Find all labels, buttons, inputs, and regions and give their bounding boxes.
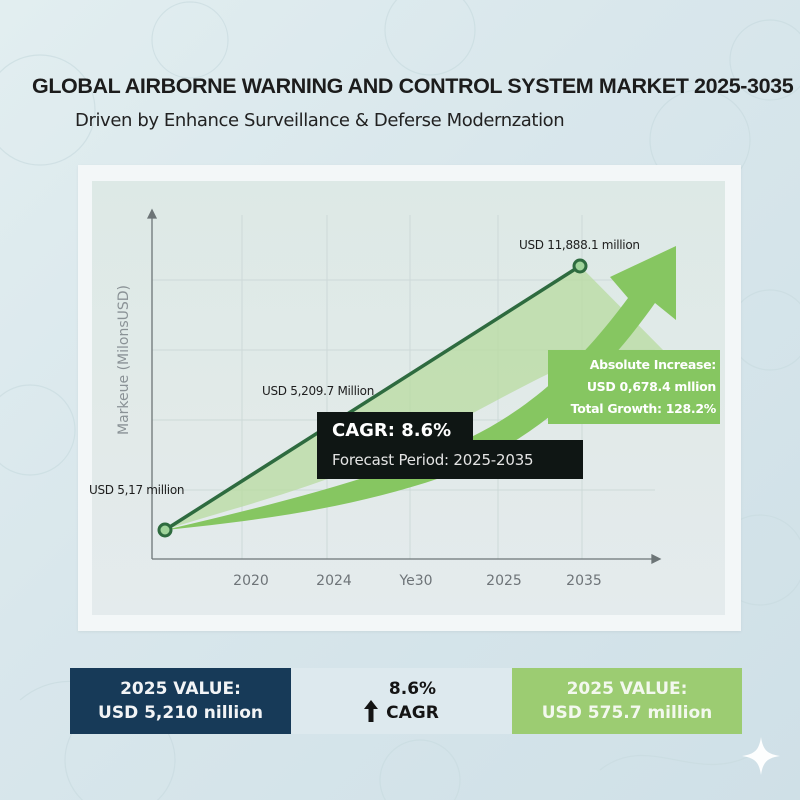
stat-value: USD 575.7 million [541, 703, 713, 723]
stat-label: 2025 VALUE: [566, 679, 688, 699]
page-title: GLOBAL AIRBORNE WARNING AND CONTROL SYST… [32, 74, 794, 98]
stat-2025-value-green: 2025 VALUE: USD 575.7 million [512, 668, 742, 734]
total-growth-value: Total Growth: 128.2% [570, 401, 717, 416]
cagr-callout-box-extension [317, 440, 583, 479]
stat-cagr-label: CAGR [386, 703, 439, 723]
absolute-increase-value: USD 0,678.4 mllion [586, 379, 716, 394]
stat-value: USD 5,210 nillion [98, 703, 263, 723]
y-axis-label: Markeue (MilonsUSD) [116, 284, 132, 436]
cagr-callout-subtitle: Forecast Period: 2025-2035 [332, 451, 534, 469]
x-tick-label: 2035 [566, 573, 602, 589]
axes [146, 208, 662, 565]
stat-label: 2025 VALUE: [120, 679, 241, 699]
growth-area-fill [165, 266, 665, 530]
arrow-up-icon [364, 700, 379, 722]
absolute-increase-box [548, 350, 720, 424]
stat-cagr: 8.6% CAGR [291, 668, 512, 734]
stat-2025-value-navy: 2025 VALUE: USD 5,210 nillion [70, 668, 291, 734]
x-tick-label: Ye30 [399, 573, 433, 589]
sparkle-icon [742, 737, 780, 775]
x-tick-label: 2025 [486, 573, 522, 589]
data-point-end [572, 258, 588, 274]
market-value-line [163, 264, 582, 532]
x-tick-label: 2020 [233, 573, 269, 589]
x-tick-label: 2024 [316, 573, 352, 589]
data-label-mid: USD 5,209.7 Million [262, 384, 375, 398]
stat-cagr-value: 8.6% [388, 679, 437, 699]
absolute-increase-label: Absolute Increase: [589, 357, 717, 372]
data-label-start: USD 5,17 million [89, 483, 185, 497]
data-point-start [157, 522, 173, 538]
data-label-end: USD 11,888.1 million [519, 238, 640, 252]
cagr-callout-title: CAGR: 8.6% [332, 420, 452, 441]
page-subtitle: Driven by Enhance Surveillance & Deferse… [75, 110, 565, 131]
